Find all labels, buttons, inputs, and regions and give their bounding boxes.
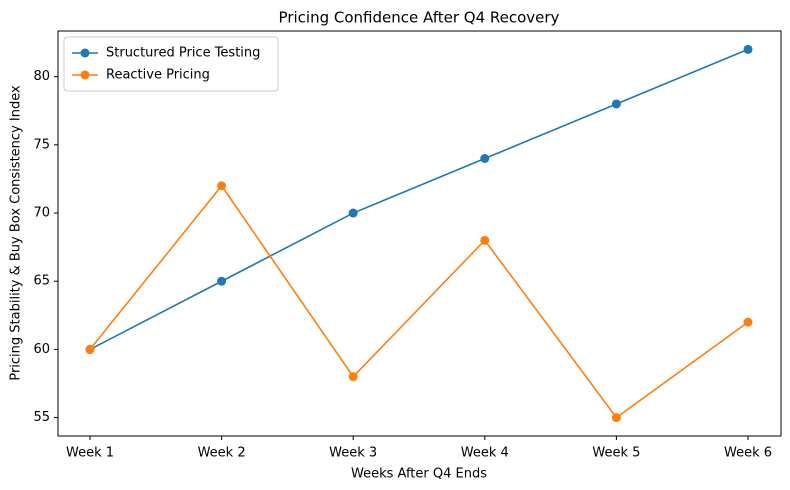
x-tick-label: Week 5 <box>592 446 640 461</box>
legend-label: Reactive Pricing <box>106 68 210 83</box>
data-point <box>85 344 95 354</box>
y-tick-label: 65 <box>33 274 50 289</box>
legend-marker <box>80 48 90 58</box>
data-point <box>217 276 227 286</box>
y-tick-label: 70 <box>33 206 50 221</box>
data-point <box>743 317 753 327</box>
y-axis-label: Pricing Stability & Buy Box Consistency … <box>9 85 24 381</box>
x-axis-label: Weeks After Q4 Ends <box>351 467 487 482</box>
x-tick-label: Week 3 <box>329 446 377 461</box>
data-point <box>611 413 621 423</box>
chart-title: Pricing Confidence After Q4 Recovery <box>279 9 560 27</box>
x-tick-label: Week 6 <box>724 446 772 461</box>
x-tick-label: Week 4 <box>461 446 509 461</box>
series-line <box>89 184 749 419</box>
data-point <box>611 99 621 109</box>
y-tick-label: 75 <box>33 137 50 152</box>
data-point <box>480 235 490 245</box>
data-point <box>348 208 358 218</box>
x-tick-label: Week 1 <box>66 446 114 461</box>
x-tick-label: Week 2 <box>198 446 246 461</box>
legend-label: Structured Price Testing <box>106 46 260 61</box>
y-tick-label: 55 <box>33 410 50 425</box>
data-point <box>348 372 358 382</box>
plot-frame <box>57 30 782 437</box>
series-line <box>89 48 749 351</box>
legend-marker <box>80 70 90 80</box>
data-point <box>480 154 490 163</box>
y-tick-label: 80 <box>33 69 50 84</box>
y-tick-label: 60 <box>33 342 50 357</box>
data-point <box>217 181 227 191</box>
data-point <box>743 44 753 54</box>
legend-box <box>63 36 279 92</box>
